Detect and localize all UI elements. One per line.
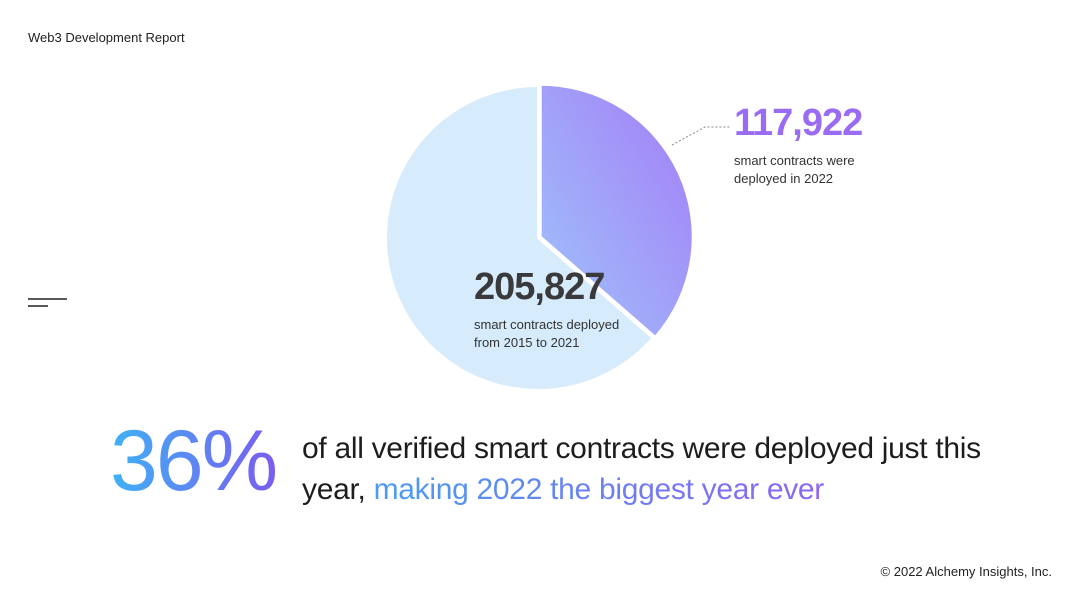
category-label: smart contracts were deployed in 2022 xyxy=(734,153,855,187)
leader-line xyxy=(671,126,730,146)
category-label: smart contracts deployed from 2015 to 20… xyxy=(474,317,620,351)
pie-slice xyxy=(385,84,654,391)
value-label: 117,922 xyxy=(734,102,863,144)
footer-copyright: © 2022 Alchemy Insights, Inc. xyxy=(880,564,1052,579)
slice-label: 117,922 smart contracts were deployed in… xyxy=(734,104,864,188)
value-label: 205,827 xyxy=(474,266,605,308)
headline-highlight: making 2022 the biggest year ever xyxy=(373,473,825,506)
pie-slice xyxy=(539,83,694,339)
slice-label: 205,827 smart contracts deployed from 20… xyxy=(474,268,634,352)
header-title: Web3 Development Report xyxy=(28,30,185,45)
headline-stat: 36% xyxy=(110,413,278,509)
headline-body: of all verified smart contracts were dep… xyxy=(302,432,981,506)
headline-text: of all verified smart contracts were dep… xyxy=(302,428,982,510)
